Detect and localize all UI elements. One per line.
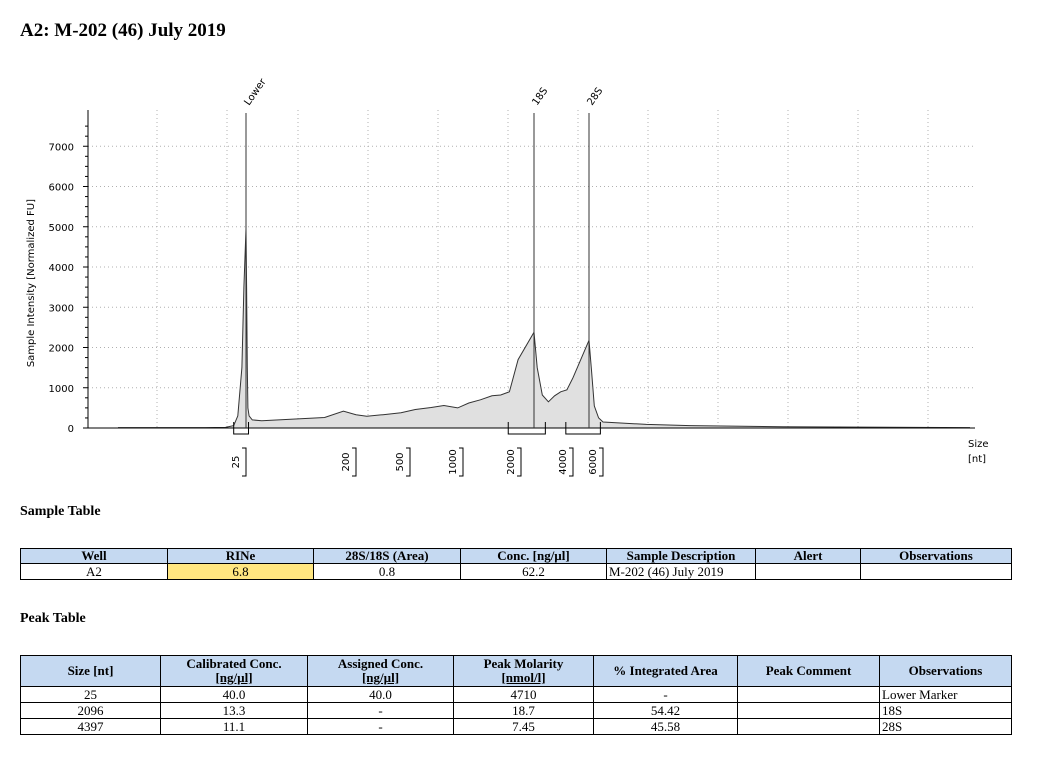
table-cell: 18.7 <box>453 702 594 719</box>
column-header: RINe <box>167 548 314 564</box>
size-tick-bracket <box>517 447 522 477</box>
size-tick-label: 2000 <box>506 449 517 474</box>
column-header: Well <box>20 548 168 564</box>
column-header: Observations <box>860 548 1012 564</box>
size-tick-label: 4000 <box>558 449 569 474</box>
chart-labels: Lower 18S 28S <box>242 76 605 428</box>
page-title: A2: M-202 (46) July 2019 <box>20 20 226 41</box>
table-cell: 2096 <box>20 702 161 719</box>
column-header: Calibrated Conc. [ng/µl] <box>160 655 308 687</box>
electropherogram-chart: 0 1000 2000 3000 4000 5000 6000 7000 Sample Inte… <box>26 76 989 477</box>
table-cell: - <box>593 686 738 703</box>
size-tick-bracket <box>459 447 464 477</box>
column-header: Observations <box>879 655 1012 687</box>
peak-label: 18S <box>530 86 550 108</box>
column-header: Peak Comment <box>737 655 880 687</box>
y-tick-label: 1000 <box>49 384 74 395</box>
chart-grid <box>88 110 975 428</box>
peak-region-bracket <box>565 422 601 435</box>
peak-label: Lower <box>242 76 269 108</box>
table-cell: Lower Marker <box>879 686 1012 703</box>
column-header: Size [nt] <box>20 655 161 687</box>
table-cell: - <box>307 718 454 735</box>
table-cell: 54.42 <box>593 702 738 719</box>
table-cell <box>737 686 880 703</box>
table-row: 25 40.0 40.0 4710 - Lower Marker <box>20 686 1012 703</box>
size-tick-label: 200 <box>341 452 352 471</box>
table-cell: 4710 <box>453 686 594 703</box>
x-axis-label: [nt] <box>968 454 986 465</box>
x-axis-label: Size <box>968 439 989 450</box>
table-cell <box>860 563 1012 580</box>
table-cell: 40.0 <box>307 686 454 703</box>
column-header: % Integrated Area <box>593 655 738 687</box>
column-header: Assigned Conc. [ng/µl] <box>307 655 454 687</box>
peak-table-header: Size [nt] Calibrated Conc. [ng/µl] Assign… <box>20 655 1012 687</box>
column-header: 28S/18S (Area) <box>313 548 461 564</box>
table-cell: 13.3 <box>160 702 308 719</box>
y-tick-label: 2000 <box>49 344 74 355</box>
table-cell: 62.2 <box>460 563 607 580</box>
peak-label: 28S <box>585 86 605 108</box>
y-tick-label: 3000 <box>49 303 74 314</box>
peak-region-bracket <box>507 422 546 435</box>
table-cell: 25 <box>20 686 161 703</box>
y-tick-label: 0 <box>68 424 74 435</box>
y-tick-label: 5000 <box>49 223 74 234</box>
y-tick-label: 4000 <box>49 263 74 274</box>
table-cell <box>737 702 880 719</box>
table-cell: 28S <box>879 718 1012 735</box>
chart-axes: 0 1000 2000 3000 4000 5000 6000 7000 Sample Inte… <box>26 110 989 477</box>
table-cell: 7.45 <box>453 718 594 735</box>
table-cell: 4397 <box>20 718 161 735</box>
size-tick-bracket <box>242 447 247 477</box>
column-header: Alert <box>755 548 861 564</box>
size-tick-label: 1000 <box>448 449 459 474</box>
rine-cell: 6.8 <box>167 563 314 580</box>
y-tick-label: 7000 <box>49 142 74 153</box>
size-tick-bracket <box>406 447 411 477</box>
table-row: 4397 11.1 - 7.45 45.58 28S <box>20 718 1012 735</box>
table-cell: 18S <box>879 702 1012 719</box>
y-tick-label: 6000 <box>49 183 74 194</box>
sample-table: Well RINe 28S/18S (Area) Conc. [ng/µl] S… <box>20 548 1012 580</box>
size-tick-label: 6000 <box>588 449 599 474</box>
table-cell: 45.58 <box>593 718 738 735</box>
table-cell <box>737 718 880 735</box>
size-tick-bracket <box>569 447 574 477</box>
size-tick-bracket <box>352 447 357 477</box>
table-cell: A2 <box>20 563 168 580</box>
sample-table-title: Sample Table <box>20 504 101 519</box>
size-tick-bracket <box>599 447 604 477</box>
table-cell: 0.8 <box>313 563 461 580</box>
peak-region-bracket <box>233 422 250 435</box>
table-cell: M-202 (46) July 2019 <box>606 563 756 580</box>
column-header: Conc. [ng/µl] <box>460 548 607 564</box>
size-tick-label: 500 <box>395 452 406 471</box>
table-cell: 40.0 <box>160 686 308 703</box>
peak-table: Size [nt] Calibrated Conc. [ng/µl] Assign… <box>20 655 1012 735</box>
sample-table-header: Well RINe 28S/18S (Area) Conc. [ng/µl] S… <box>20 548 1012 564</box>
y-axis-label: Sample Intensity [Normalized FU] <box>26 199 37 367</box>
peak-table-title: Peak Table <box>20 611 86 626</box>
column-header: Peak Molarity [nmol/l] <box>453 655 594 687</box>
column-header: Sample Description <box>606 548 756 564</box>
table-cell <box>755 563 861 580</box>
table-row: A2 6.8 0.8 62.2 M-202 (46) July 2019 <box>20 563 1012 580</box>
size-tick-label: 25 <box>231 456 242 469</box>
table-cell: - <box>307 702 454 719</box>
table-cell: 11.1 <box>160 718 308 735</box>
table-row: 2096 13.3 - 18.7 54.42 18S <box>20 702 1012 719</box>
